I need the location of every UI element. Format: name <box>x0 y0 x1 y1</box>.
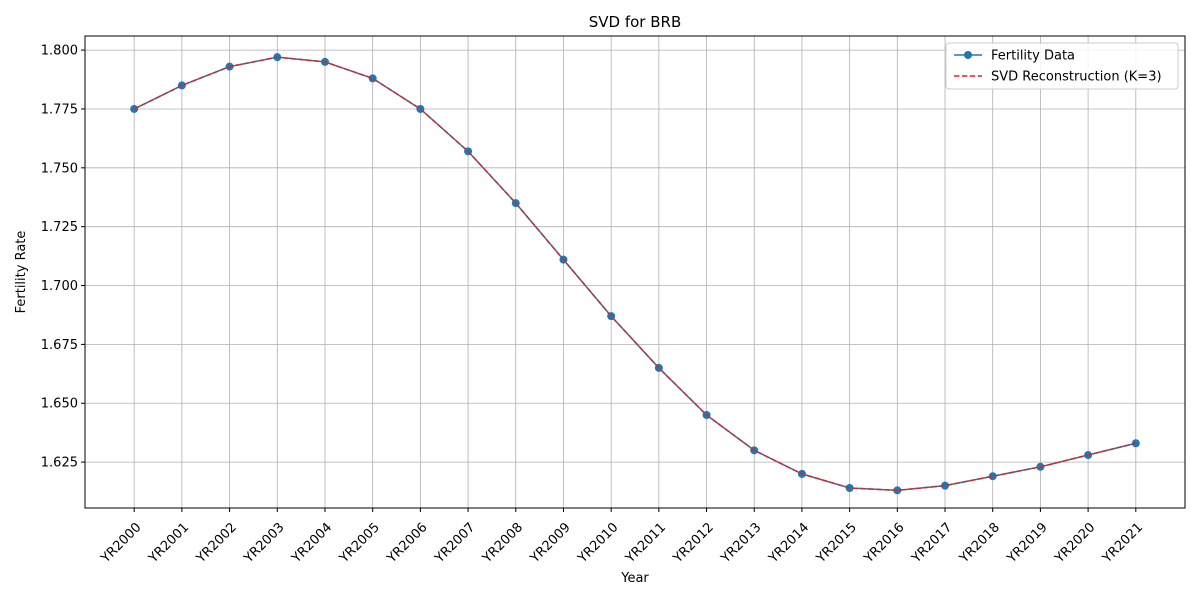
fertility-data-point <box>941 481 950 490</box>
x-tick-label: YR2007 <box>432 520 479 567</box>
y-tick-label: 1.700 <box>41 279 78 294</box>
x-tick-label: YR2018 <box>956 520 1003 567</box>
x-tick-label: YR2010 <box>575 520 622 567</box>
x-tick-label: YR2011 <box>622 520 669 567</box>
y-tick-label: 1.800 <box>41 44 78 59</box>
legend-marker <box>964 51 972 59</box>
legend-label: SVD Reconstruction (K=3) <box>991 70 1162 85</box>
y-tick-label: 1.775 <box>41 102 78 117</box>
x-tick-label: YR2008 <box>479 520 526 567</box>
x-tick-label: YR2012 <box>670 520 717 567</box>
x-tick-label: YR2002 <box>193 520 240 567</box>
x-tick-label: YR2004 <box>289 520 336 567</box>
grid <box>85 36 1185 508</box>
legend: Fertility Data SVD Reconstruction (K=3) <box>945 42 1179 90</box>
legend-box <box>945 42 1179 90</box>
plot-frame <box>84 35 1186 509</box>
chart-title: SVD for BRB <box>589 13 682 31</box>
series-layer <box>130 53 1140 495</box>
x-tick-label: YR2003 <box>241 520 288 567</box>
y-tick-label: 1.750 <box>41 161 78 176</box>
x-tick-label: YR2020 <box>1052 520 1099 567</box>
x-tick-label: YR2014 <box>765 520 812 567</box>
fertility-data-point <box>177 81 186 90</box>
y-tick-label: 1.675 <box>41 338 78 353</box>
svd-reconstruction-line <box>133 56 1136 492</box>
fertility-data-line <box>133 56 1136 492</box>
x-tick-label: YR2019 <box>1004 520 1051 567</box>
legend-label: Fertility Data <box>991 49 1075 64</box>
ticks: YR2000 YR2001 YR2002 YR2003 YR2004 YR2005 YR20… <box>41 44 1146 567</box>
x-tick-label: YR2001 <box>145 520 192 567</box>
x-tick-label: YR2013 <box>718 520 765 567</box>
x-axis-title: Year <box>620 571 649 586</box>
fertility-data-point <box>988 472 997 481</box>
x-tick-label: YR2005 <box>336 520 383 567</box>
x-tick-label: YR2021 <box>1099 520 1146 567</box>
x-tick-label: YR2015 <box>813 520 860 567</box>
x-tick-label: YR2009 <box>527 520 574 567</box>
x-tick-label: YR2016 <box>861 520 908 567</box>
y-axis-title: Fertility Rate <box>14 231 29 314</box>
y-tick-label: 1.725 <box>41 220 78 235</box>
x-tick-label: YR2017 <box>909 520 956 567</box>
y-tick-label: 1.650 <box>41 397 78 412</box>
fertility-data-point <box>368 74 377 83</box>
x-tick-label: YR2000 <box>98 520 145 567</box>
x-tick-label: YR2006 <box>384 520 431 567</box>
y-tick-label: 1.625 <box>41 456 78 471</box>
